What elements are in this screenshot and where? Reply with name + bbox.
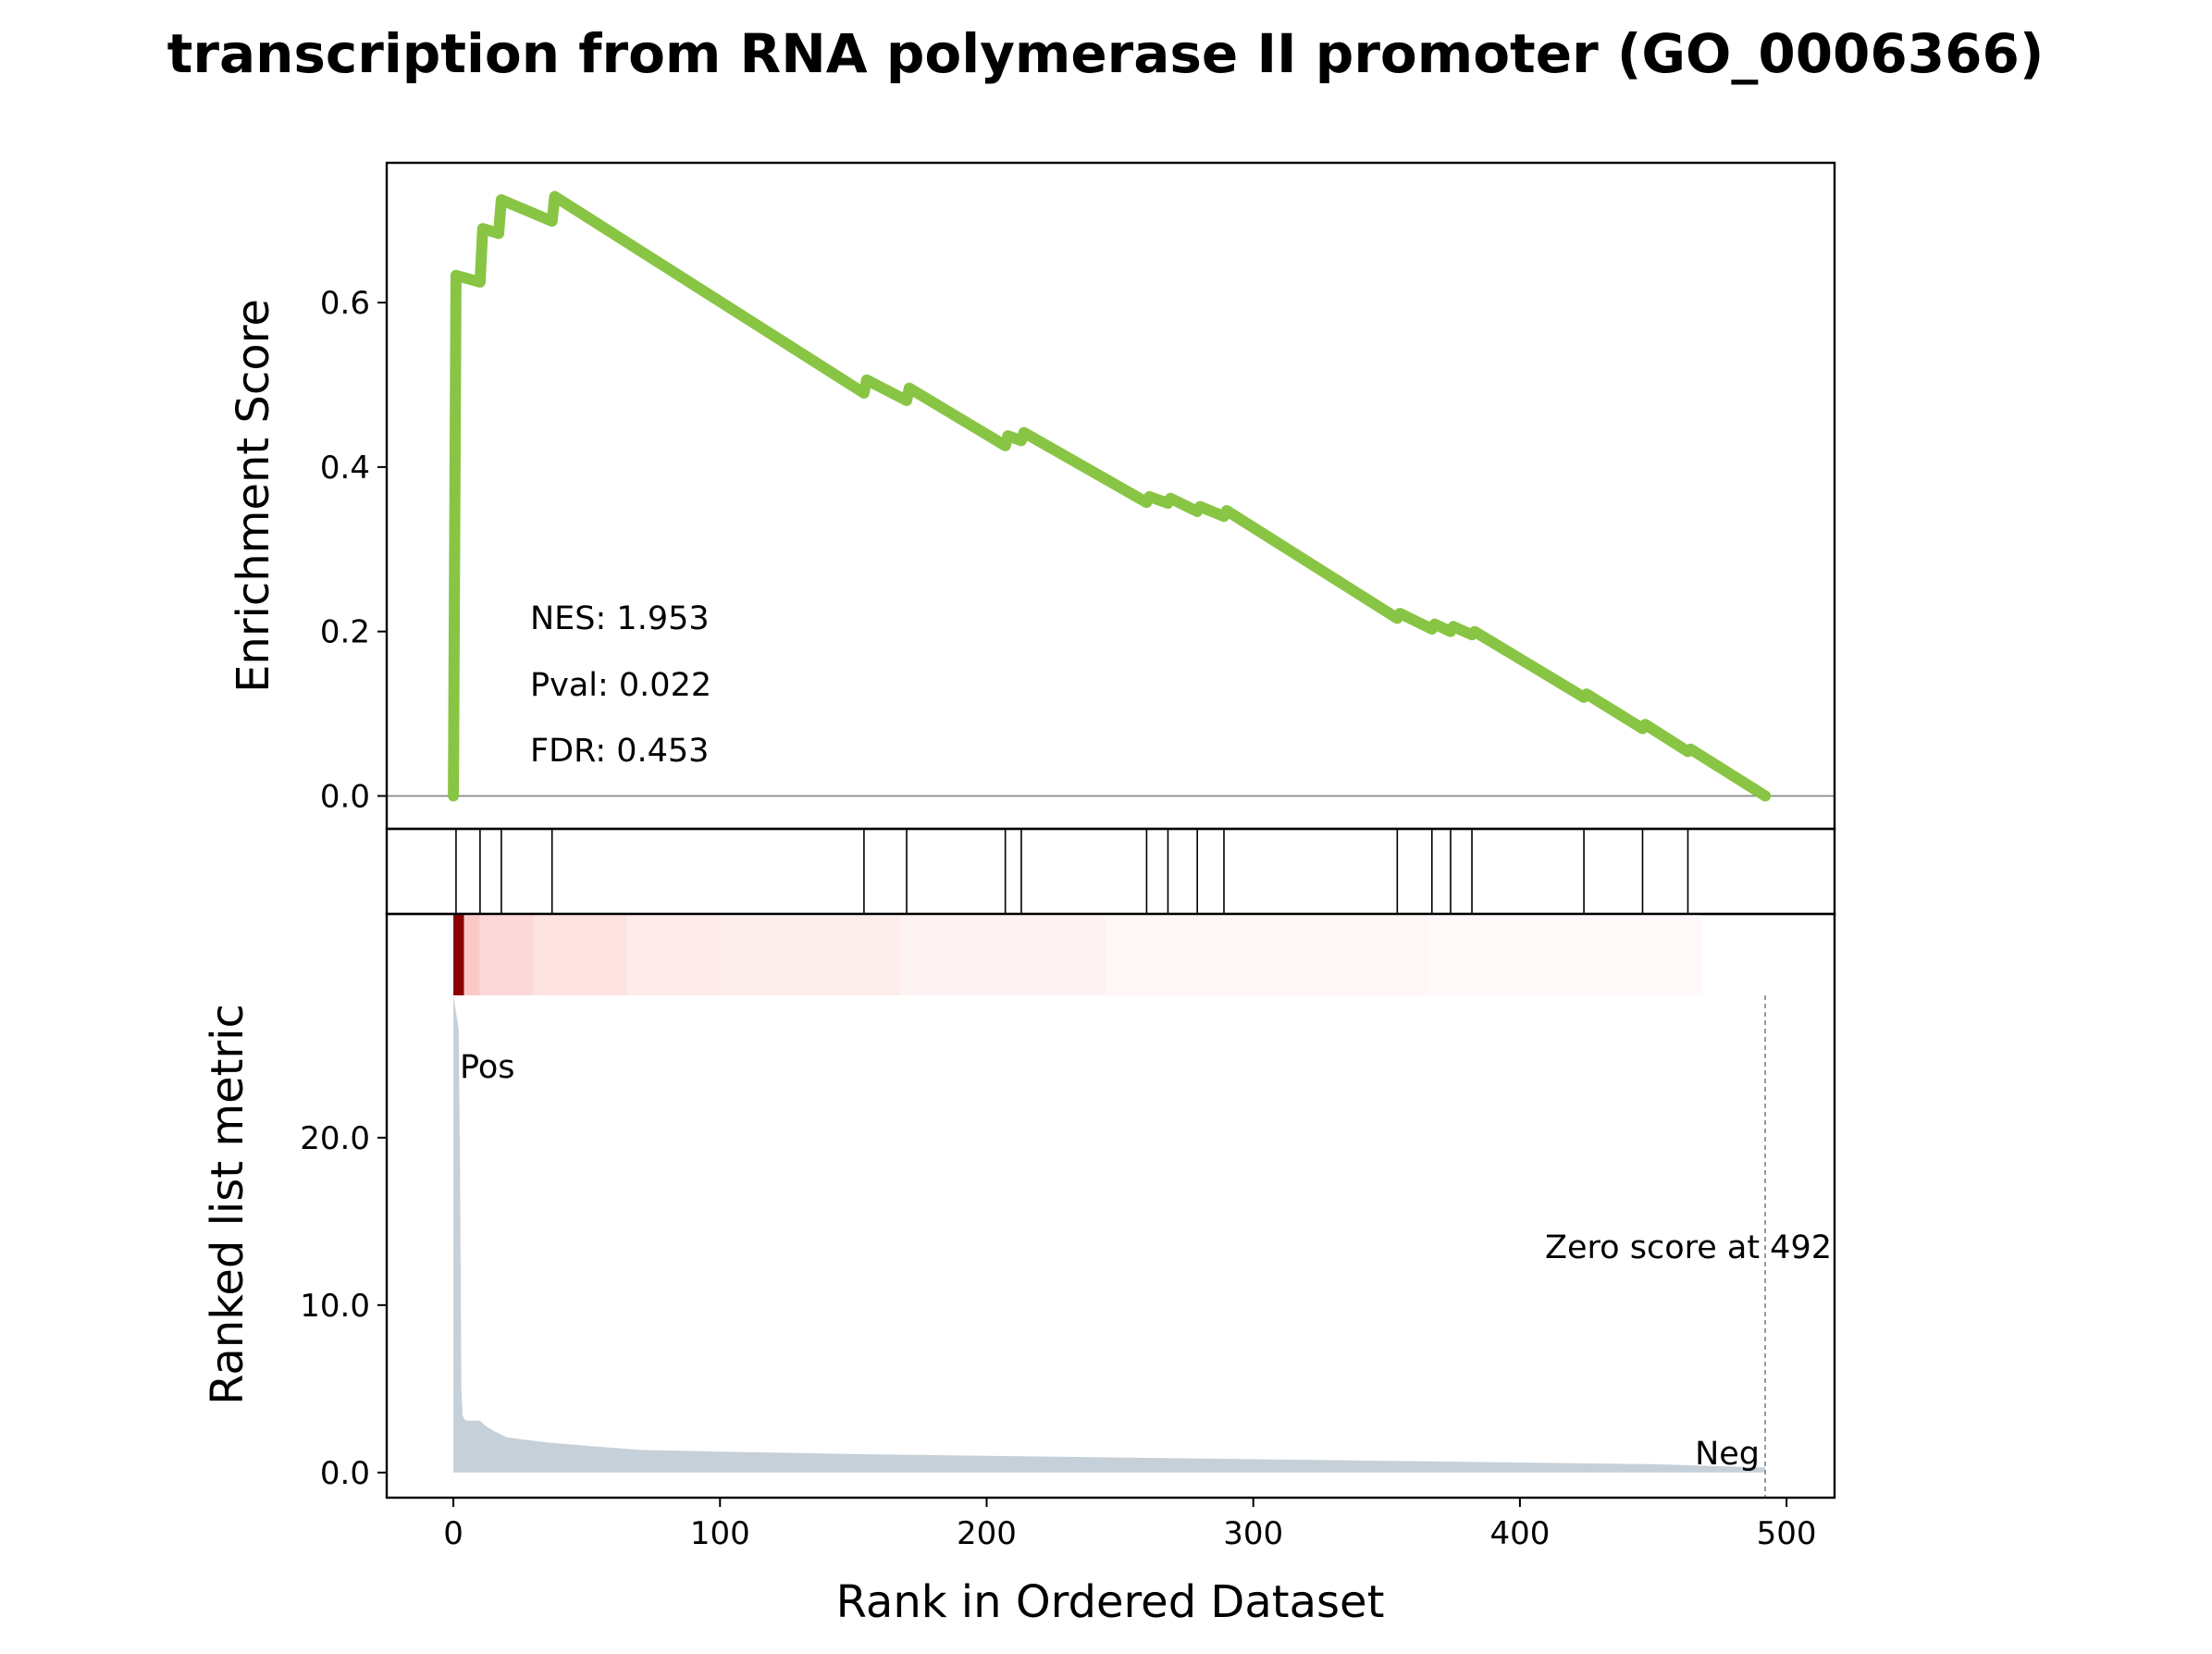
- enrichment-panel: 0.0 0.2 0.4 0.6 NES: 1.953 Pval: 0.022 FDR:…: [228, 161, 1836, 831]
- x-tick-label: 500: [1757, 1515, 1817, 1552]
- x-tick-label: 0: [443, 1515, 463, 1552]
- metric-y-axis-label: Ranked list metric: [202, 1004, 253, 1405]
- hits-panel-frame: [385, 827, 1836, 916]
- es-panel-frame: [385, 161, 1836, 831]
- x-axis-label: Rank in Ordered Dataset: [836, 1576, 1385, 1628]
- x-axis-ticks: 0 100 200 300 400 500: [443, 1498, 1817, 1552]
- es-y-axis-label: Enrichment Score: [228, 299, 279, 693]
- heatmap-segment: [479, 914, 534, 995]
- nes-annotation: NES: 1.953: [530, 600, 710, 637]
- heatmap-segment: [453, 914, 464, 995]
- heatmap-segment: [626, 914, 721, 995]
- chart-title: transcription from RNA polymerase II pro…: [167, 22, 2045, 85]
- heatmap-segment: [901, 914, 1107, 995]
- heatmap-strip: [453, 914, 1701, 995]
- metric-y-tick-label: 20.0: [300, 1120, 370, 1157]
- x-tick-label: 100: [690, 1515, 750, 1552]
- heatmap-segment: [533, 914, 627, 995]
- hits-panel: [385, 827, 1836, 916]
- metric-panel: Pos Neg Zero score at 492 0.0 10.0 20.0 Ra…: [202, 912, 1836, 1500]
- heatmap-segment: [1106, 914, 1427, 995]
- pval-annotation: Pval: 0.022: [530, 667, 711, 704]
- metric-y-tick-label: 0.0: [320, 1455, 370, 1492]
- pos-label: Pos: [460, 1049, 515, 1086]
- hit-lines: [455, 829, 1689, 914]
- es-y-tick-label: 0.6: [320, 285, 370, 322]
- neg-label: Neg: [1695, 1436, 1760, 1473]
- metric-y-ticks: 0.0 10.0 20.0: [300, 1120, 387, 1492]
- metric-y-tick-label: 10.0: [300, 1288, 370, 1325]
- es-y-ticks: 0.0 0.2 0.4 0.6: [320, 285, 387, 815]
- zero-score-label: Zero score at 492: [1545, 1229, 1832, 1266]
- heatmap-segment: [1427, 914, 1701, 995]
- es-y-tick-label: 0.4: [320, 450, 370, 487]
- heatmap-segment: [720, 914, 902, 995]
- x-tick-label: 400: [1489, 1515, 1550, 1552]
- es-y-tick-label: 0.2: [320, 614, 370, 651]
- es-y-tick-label: 0.0: [320, 778, 370, 815]
- running-es-line: [448, 191, 1772, 802]
- x-tick-label: 300: [1223, 1515, 1283, 1552]
- metric-panel-frame: [385, 912, 1836, 1500]
- heatmap-segment: [463, 914, 480, 995]
- x-tick-label: 200: [957, 1515, 1017, 1552]
- fdr-annotation: FDR: 0.453: [530, 733, 709, 770]
